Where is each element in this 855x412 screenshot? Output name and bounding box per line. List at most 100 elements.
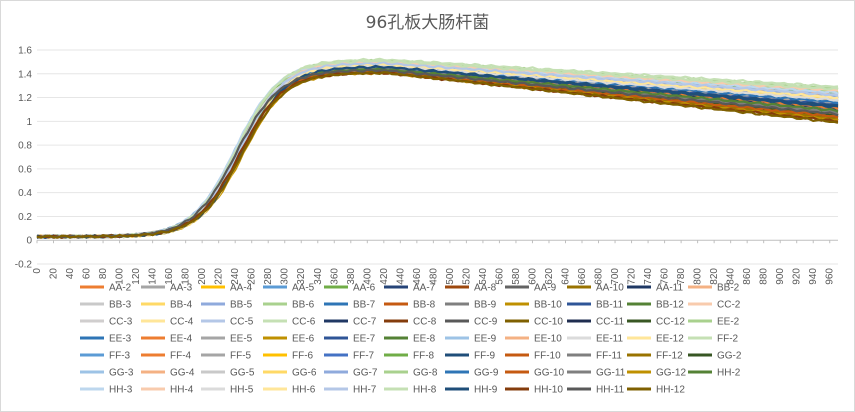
series-line-gg-6	[36, 62, 839, 239]
x-tick-label: 880	[759, 268, 770, 285]
legend-label: HH-6	[292, 385, 316, 396]
x-tick-label: 280	[263, 268, 274, 285]
legend-label: GG-3	[109, 368, 134, 379]
x-tick-label: 640	[560, 268, 571, 285]
legend-label: HH-12	[656, 385, 685, 396]
y-tick-label: 1.6	[18, 46, 32, 57]
legend-label: FF-2	[717, 334, 739, 345]
x-tick-label: 440	[395, 268, 406, 285]
x-tick-label: 500	[445, 268, 456, 285]
x-tick-label: 800	[693, 268, 704, 285]
legend-label: HH-9	[474, 385, 498, 396]
legend-label: CC-2	[717, 300, 741, 311]
y-tick-label: 0	[26, 236, 32, 247]
legend-label: CC-6	[292, 317, 316, 328]
legend-label: GG-12	[656, 368, 686, 379]
legend-label: GG-8	[413, 368, 438, 379]
legend-label: FF-12	[656, 351, 683, 362]
x-tick-label: 680	[594, 268, 605, 285]
series-line-hh-5	[36, 63, 839, 239]
legend-label: GG-4	[170, 368, 195, 379]
x-tick-label: 900	[775, 268, 786, 285]
legend-label: EE-4	[170, 334, 193, 345]
legend-label: AA-2	[109, 283, 132, 294]
legend-label: EE-12	[656, 334, 684, 345]
legend-label: HH-11	[596, 385, 625, 396]
y-tick-label: 1.4	[18, 69, 32, 80]
y-tick-label: -0.2	[15, 260, 33, 271]
legend-label: AA-9	[534, 283, 557, 294]
legend-label: AA-6	[353, 283, 376, 294]
legend-label: BB-2	[717, 283, 740, 294]
y-tick-label: 0.6	[18, 164, 32, 175]
legend: AA-2 AA-3 AA-4 AA-5 AA-6 AA-7 AA-8 AA-9 AA-10 AA-…	[80, 283, 742, 396]
legend-label: EE-7	[353, 334, 376, 345]
x-tick-label: 320	[296, 268, 307, 285]
legend-label: HH-2	[717, 368, 741, 379]
x-tick-label: 260	[247, 268, 258, 285]
y-tick-label: 0.8	[18, 141, 32, 152]
x-tick-label: 340	[313, 268, 324, 285]
legend-label: FF-3	[109, 351, 131, 362]
x-axis: 0 20 40 60 80 100 120 140 160 180 200 220 240 260 280 3…	[32, 240, 836, 285]
x-tick-label: 520	[461, 268, 472, 285]
legend-label: FF-6	[292, 351, 314, 362]
legend-label: AA-11	[656, 283, 683, 294]
legend-label: CC-12	[656, 317, 685, 328]
legend-label: HH-5	[230, 385, 254, 396]
x-tick-label: 580	[511, 268, 522, 285]
legend-label: GG-10	[534, 368, 564, 379]
legend-label: GG-7	[353, 368, 378, 379]
legend-label: GG-5	[230, 368, 255, 379]
x-tick-label: 100	[115, 268, 126, 285]
legend-label: CC-9	[474, 317, 498, 328]
legend-label: HH-4	[170, 385, 194, 396]
x-tick-label: 600	[527, 268, 538, 285]
legend-label: BB-11	[596, 300, 623, 311]
x-tick-label: 960	[825, 268, 836, 285]
x-tick-label: 860	[742, 268, 753, 285]
legend-label: BB-4	[170, 300, 193, 311]
legend-label: BB-5	[230, 300, 253, 311]
legend-label: GG-11	[596, 368, 626, 379]
x-tick-label: 780	[676, 268, 687, 285]
legend-label: BB-6	[292, 300, 315, 311]
legend-label: EE-8	[413, 334, 436, 345]
legend-label: EE-5	[230, 334, 253, 345]
x-tick-label: 120	[131, 268, 142, 285]
x-tick-label: 200	[197, 268, 208, 285]
legend-label: GG-2	[717, 351, 742, 362]
y-tick-label: 1.2	[18, 93, 32, 104]
legend-label: EE-11	[596, 334, 623, 345]
series-line-hh-12	[36, 70, 839, 239]
y-axis: -0.2 0 0.2 0.4 0.6 0.8 1 1.2 1.4 1.6	[15, 46, 33, 271]
legend-label: AA-5	[292, 283, 315, 294]
legend-label: BB-3	[109, 300, 132, 311]
x-tick-label: 180	[181, 268, 192, 285]
x-tick-label: 0	[32, 268, 43, 274]
legend-label: BB-7	[353, 300, 376, 311]
legend-label: GG-6	[292, 368, 317, 379]
legend-label: CC-10	[534, 317, 563, 328]
x-tick-label: 300	[280, 268, 291, 285]
legend-label: EE-9	[474, 334, 497, 345]
x-tick-label: 20	[49, 268, 60, 280]
legend-label: GG-9	[474, 368, 499, 379]
legend-label: HH-10	[534, 385, 563, 396]
chart-title: 96孔板大肠杆菌	[365, 13, 490, 33]
legend-label: CC-7	[353, 317, 377, 328]
x-tick-label: 820	[709, 268, 720, 285]
x-tick-label: 380	[346, 268, 357, 285]
y-tick-label: 0.2	[18, 212, 32, 223]
legend-label: AA-4	[230, 283, 253, 294]
x-tick-label: 620	[544, 268, 555, 285]
legend-label: FF-5	[230, 351, 252, 362]
plot-area	[36, 57, 839, 239]
legend-label: CC-4	[170, 317, 194, 328]
x-tick-label: 400	[362, 268, 373, 285]
y-tick-label: 1	[26, 117, 32, 128]
legend-label: AA-3	[170, 283, 193, 294]
legend-label: BB-8	[413, 300, 436, 311]
legend-label: HH-7	[353, 385, 377, 396]
